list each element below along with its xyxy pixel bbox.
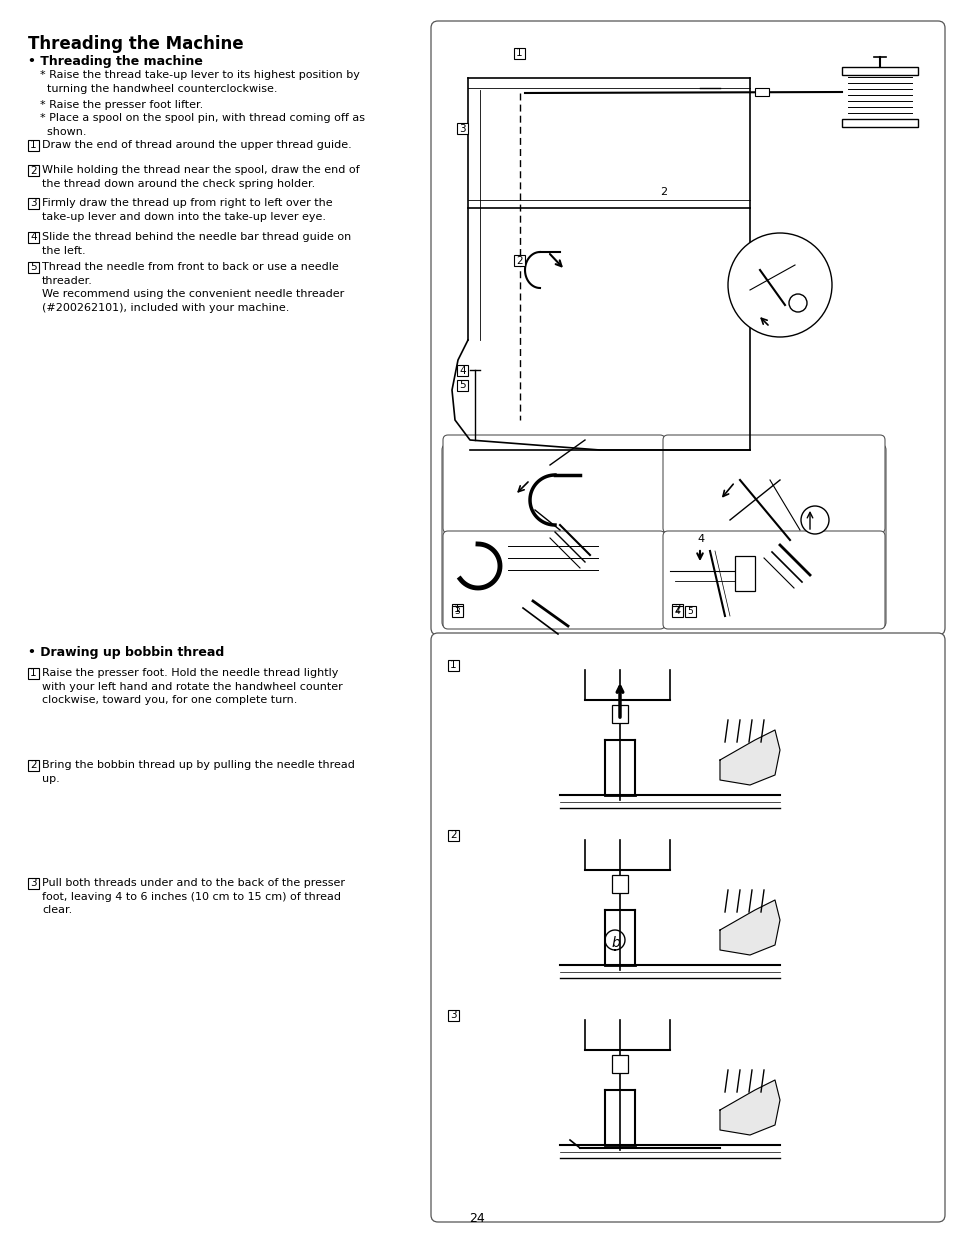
Text: 2: 2: [30, 165, 37, 176]
Text: 1: 1: [454, 605, 460, 615]
Bar: [734, 556, 754, 591]
Text: • Drawing up bobbin thread: • Drawing up bobbin thread: [28, 646, 224, 658]
FancyBboxPatch shape: [442, 531, 664, 629]
Text: Firmly draw the thread up from right to left over the
take-up lever and down int: Firmly draw the thread up from right to …: [42, 198, 333, 222]
Text: 2: 2: [674, 605, 680, 615]
Bar: [671, 604, 682, 615]
Text: Pull both threads under and to the back of the presser
foot, leaving 4 to 6 inch: Pull both threads under and to the back …: [42, 878, 345, 915]
Text: 3: 3: [455, 608, 460, 616]
Text: 4: 4: [697, 534, 703, 544]
Bar: [28, 232, 39, 243]
Text: Slide the thread behind the needle bar thread guide on
the left.: Slide the thread behind the needle bar t…: [42, 232, 351, 255]
Polygon shape: [720, 730, 780, 785]
Text: 1: 1: [30, 668, 37, 678]
Text: 2: 2: [30, 760, 37, 770]
Polygon shape: [720, 900, 780, 955]
Text: 4: 4: [458, 366, 465, 376]
FancyBboxPatch shape: [662, 531, 884, 629]
FancyBboxPatch shape: [442, 435, 664, 533]
Bar: [452, 606, 462, 618]
Text: 24: 24: [469, 1211, 484, 1225]
Bar: [684, 606, 696, 618]
FancyBboxPatch shape: [661, 444, 885, 627]
Bar: [671, 606, 682, 618]
Text: 1: 1: [516, 48, 522, 58]
Bar: [448, 660, 458, 671]
Bar: [612, 875, 627, 893]
Text: • Threading the machine: • Threading the machine: [28, 55, 203, 68]
Text: * Place a spool on the spool pin, with thread coming off as
  shown.: * Place a spool on the spool pin, with t…: [40, 113, 365, 136]
Text: * Raise the presser foot lifter.: * Raise the presser foot lifter.: [40, 100, 203, 110]
Bar: [28, 760, 39, 771]
Circle shape: [727, 233, 831, 337]
FancyBboxPatch shape: [431, 632, 944, 1221]
Text: 3: 3: [30, 878, 37, 889]
Bar: [28, 140, 39, 151]
Text: 1: 1: [30, 140, 37, 150]
Bar: [612, 706, 627, 723]
Text: b: b: [612, 936, 620, 950]
Circle shape: [788, 294, 806, 312]
Text: * Raise the thread take-up lever to its highest position by
  turning the handwh: * Raise the thread take-up lever to its …: [40, 69, 359, 93]
Bar: [28, 165, 39, 176]
Circle shape: [801, 506, 828, 534]
Bar: [754, 88, 768, 95]
Text: 3: 3: [30, 198, 37, 208]
Text: 2: 2: [516, 255, 522, 265]
Text: Threading the Machine: Threading the Machine: [28, 35, 243, 53]
Bar: [514, 48, 524, 60]
Bar: [841, 67, 917, 74]
FancyBboxPatch shape: [431, 21, 944, 635]
Bar: [28, 878, 39, 889]
Polygon shape: [720, 1080, 780, 1135]
Bar: [456, 123, 468, 134]
Text: 1: 1: [450, 661, 456, 671]
Text: Bring the bobbin thread up by pulling the needle thread
up.: Bring the bobbin thread up by pulling th…: [42, 760, 355, 784]
Bar: [514, 255, 524, 267]
Bar: [452, 604, 462, 615]
Text: 3: 3: [458, 124, 465, 134]
Bar: [28, 262, 39, 273]
FancyBboxPatch shape: [441, 444, 665, 627]
Bar: [456, 379, 468, 391]
Text: While holding the thread near the spool, draw the end of
the thread down around : While holding the thread near the spool,…: [42, 165, 359, 188]
Text: 4: 4: [674, 608, 679, 616]
Text: 2: 2: [450, 831, 456, 841]
FancyBboxPatch shape: [662, 435, 884, 533]
Text: 5: 5: [30, 263, 37, 273]
Text: 4: 4: [30, 233, 37, 243]
Bar: [841, 119, 917, 126]
Text: 5: 5: [458, 381, 465, 391]
Bar: [612, 1055, 627, 1073]
Bar: [448, 830, 458, 841]
Bar: [28, 198, 39, 210]
Bar: [456, 365, 468, 376]
Bar: [448, 1011, 458, 1021]
Text: 3: 3: [450, 1011, 456, 1021]
Text: Draw the end of thread around the upper thread guide.: Draw the end of thread around the upper …: [42, 140, 352, 150]
Text: 2: 2: [659, 187, 666, 197]
Text: Raise the presser foot. Hold the needle thread lightly
with your left hand and r: Raise the presser foot. Hold the needle …: [42, 668, 342, 706]
Bar: [28, 668, 39, 680]
Text: 5: 5: [687, 608, 693, 616]
Text: Thread the needle from front to back or use a needle
threader.
We recommend usin: Thread the needle from front to back or …: [42, 262, 344, 312]
